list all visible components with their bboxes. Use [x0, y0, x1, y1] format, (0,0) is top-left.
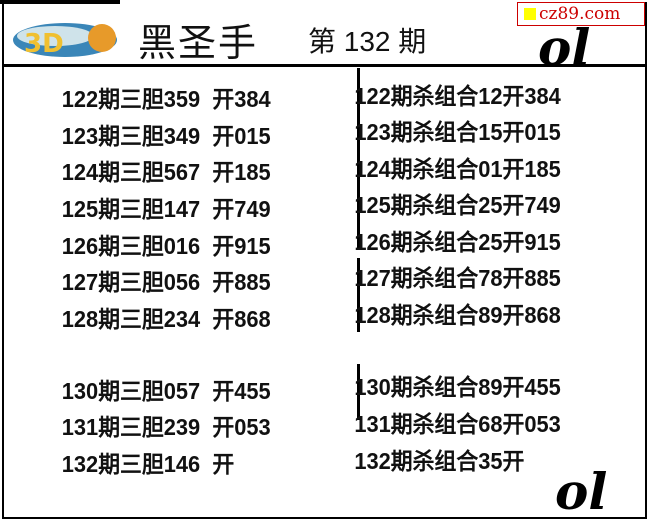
- list-item: 124期杀组合01开185: [354, 156, 561, 182]
- svg-text:3D: 3D: [24, 29, 64, 59]
- list-item: 128期三胆234 开868: [61, 306, 271, 332]
- page-title: 黑圣手: [138, 21, 259, 65]
- corner-mark-top: ol: [538, 18, 591, 77]
- list-item: 125期杀组合25开749: [354, 192, 561, 218]
- list-item: 132期三胆146 开: [61, 451, 235, 477]
- column-divider: [357, 258, 360, 332]
- list-item: 123期三胆349 开015: [61, 123, 271, 149]
- column-divider: [357, 364, 360, 420]
- list-item: 131期杀组合68开053: [354, 411, 561, 437]
- site-badge[interactable]: cz89.com: [517, 2, 645, 26]
- list-item: 126期三胆016 开915: [61, 233, 271, 259]
- header-divider: [2, 64, 645, 67]
- list-item: 122期杀组合12开384: [354, 83, 561, 109]
- list-item: 124期三胆567 开185: [61, 159, 271, 185]
- list-item: 123期杀组合15开015: [354, 119, 561, 145]
- column-divider: [357, 68, 360, 248]
- square-icon: [524, 8, 536, 20]
- list-item: 127期三胆056 开885: [61, 269, 271, 295]
- list-item: 128期杀组合89开868: [354, 302, 561, 328]
- list-item: 122期三胆359 开384: [61, 86, 271, 112]
- list-item: 126期杀组合25开915: [354, 229, 561, 255]
- list-item: 125期三胆147 开749: [61, 196, 271, 222]
- list-item: 131期三胆239 开053: [61, 414, 271, 440]
- top-border: [0, 0, 120, 4]
- list-item: 130期三胆057 开455: [61, 378, 271, 404]
- issue-number: 第 132 期: [308, 26, 427, 57]
- 3d-logo: 3D: [13, 23, 117, 59]
- list-item: 132期杀组合35开: [354, 448, 525, 474]
- list-item: 130期杀组合89开455: [354, 374, 561, 400]
- list-item: 127期杀组合78开885: [354, 265, 561, 291]
- corner-mark-bottom: ol: [555, 462, 608, 521]
- site-link[interactable]: cz89.com: [539, 4, 621, 24]
